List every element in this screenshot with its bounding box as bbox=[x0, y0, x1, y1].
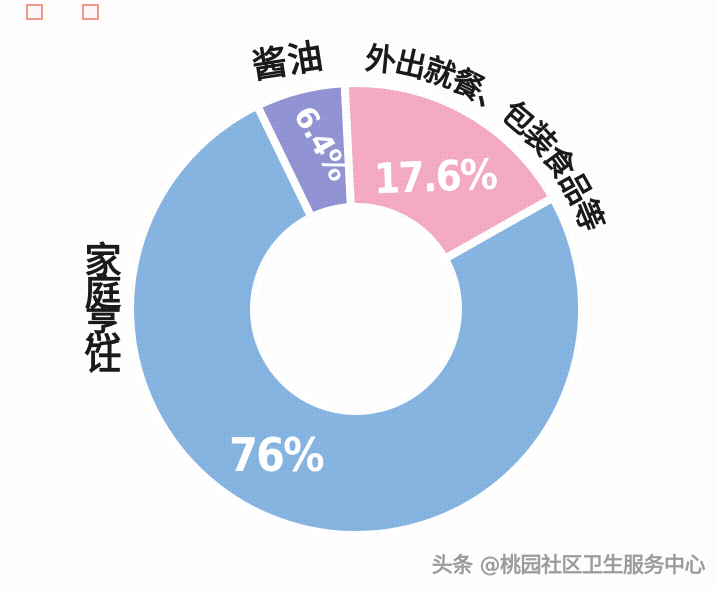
value-label-eating-out: 17.6% bbox=[373, 149, 497, 204]
cropped-red-mark bbox=[82, 4, 99, 20]
segment-label-home-cooking: 家庭烹饪 bbox=[78, 241, 121, 369]
donut-slice-texture-1 bbox=[257, 83, 351, 218]
donut-slice-texture-0 bbox=[130, 105, 583, 535]
cropped-red-mark bbox=[26, 4, 43, 20]
donut-slice-texture-2 bbox=[344, 82, 553, 259]
watermark-text: 头条 @桃园社区卫生服务中心 bbox=[431, 553, 706, 577]
donut-texture-overlay bbox=[130, 82, 583, 535]
value-label-home-cooking: 76% bbox=[229, 428, 324, 482]
